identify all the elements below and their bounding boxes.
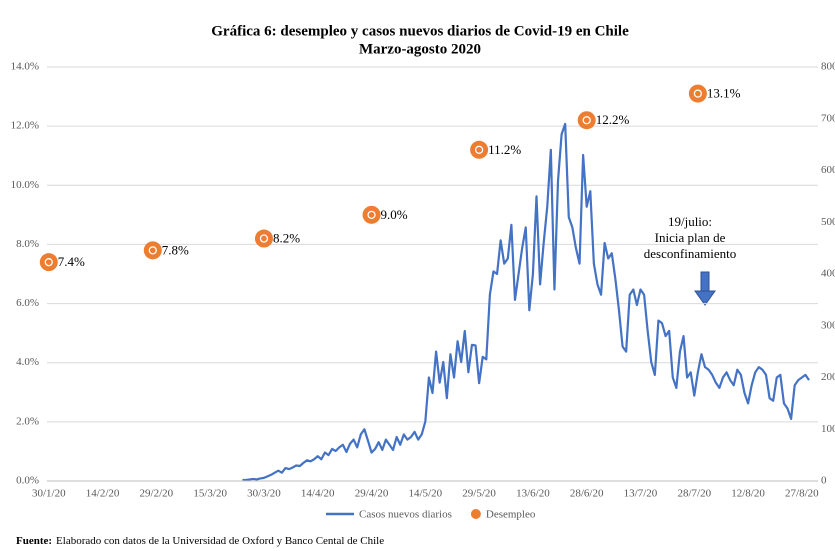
- data-label: 13.1%: [707, 86, 741, 101]
- marker: [254, 229, 273, 248]
- x-tick-label: 14/2/20: [86, 488, 120, 500]
- marker-ring: [148, 246, 157, 255]
- data-label: 9.0%: [381, 207, 408, 222]
- y2-tick-label: 3000: [821, 319, 835, 331]
- y-tick-label: 12.0%: [11, 120, 39, 132]
- x-tick-label: 13/6/20: [516, 488, 550, 500]
- x-tick-label: 29/2/20: [140, 488, 174, 500]
- marker-ring: [259, 234, 269, 243]
- source-label: Fuente:: [16, 535, 52, 547]
- y2-tick-label: 5000: [821, 216, 835, 228]
- y2-tick-label: 1000: [821, 423, 835, 435]
- chart-title: Gráfica 6: desempleo y casos nuevos diar…: [211, 23, 629, 39]
- marker-ring: [44, 258, 53, 267]
- y-tick-label: 6.0%: [16, 297, 39, 309]
- marker-ring: [693, 89, 703, 98]
- y-tick-label: 10.0%: [11, 179, 39, 191]
- y-tick-label: 4.0%: [16, 356, 39, 368]
- y-tick-label: 0.0%: [16, 475, 39, 487]
- marker: [577, 111, 596, 130]
- x-tick-label: 27/8/20: [785, 488, 819, 500]
- x-tick-label: 15/3/20: [193, 488, 227, 500]
- x-tick-label: 29/5/20: [462, 488, 496, 500]
- line-series: [242, 122, 810, 482]
- x-tick-label: 14/4/20: [301, 488, 335, 500]
- x-tick-label: 14/5/20: [409, 488, 443, 500]
- chart-subtitle: Marzo-agosto 2020: [359, 41, 481, 57]
- x-tick-label: 30/1/20: [32, 488, 66, 500]
- data-label: 11.2%: [488, 142, 521, 157]
- y-tick-label: 2.0%: [16, 415, 39, 427]
- legend-label: Casos nuevos diarios: [359, 509, 452, 521]
- data-label: 8.2%: [273, 230, 300, 245]
- y-tick-label: 14.0%: [11, 61, 39, 73]
- y2-tick-label: 7000: [821, 112, 835, 124]
- y-tick-label: 8.0%: [16, 238, 39, 250]
- y2-tick-label: 2000: [821, 371, 835, 383]
- marker-ring: [474, 145, 484, 154]
- y2-tick-label: 4000: [821, 268, 835, 280]
- marker-ring: [367, 210, 376, 220]
- x-tick-label: 12/8/20: [731, 488, 765, 500]
- x-tick-label: 28/7/20: [677, 488, 711, 500]
- marker: [362, 205, 381, 224]
- x-tick-label: 30/3/20: [247, 488, 281, 500]
- arrow: [694, 271, 716, 306]
- marker: [688, 84, 707, 103]
- y2-tick-label: 6000: [821, 164, 835, 176]
- annotation: 19/julio:: [668, 214, 712, 229]
- legend-swatch: [470, 509, 481, 519]
- marker: [39, 253, 58, 272]
- data-label: 7.8%: [162, 242, 189, 257]
- x-tick-label: 13/7/20: [624, 488, 658, 500]
- source-text: Elaborado con datos de la Universidad de…: [56, 535, 384, 547]
- annotation: Inicia plan de: [655, 230, 726, 245]
- y2-tick-label: 0: [821, 475, 827, 487]
- x-tick-label: 28/6/20: [570, 488, 604, 500]
- marker-ring: [582, 116, 591, 125]
- y2-tick-label: 8000: [821, 61, 835, 73]
- marker: [143, 241, 162, 260]
- legend-label: Desempleo: [486, 509, 536, 521]
- x-tick-label: 29/4/20: [355, 488, 389, 500]
- source: Fuente: Elaborado con datos de la Univers…: [16, 535, 384, 547]
- data-label: 12.2%: [596, 112, 630, 127]
- marker: [470, 140, 489, 159]
- annotation: desconfinamiento: [644, 246, 736, 261]
- data-label: 7.4%: [58, 254, 85, 269]
